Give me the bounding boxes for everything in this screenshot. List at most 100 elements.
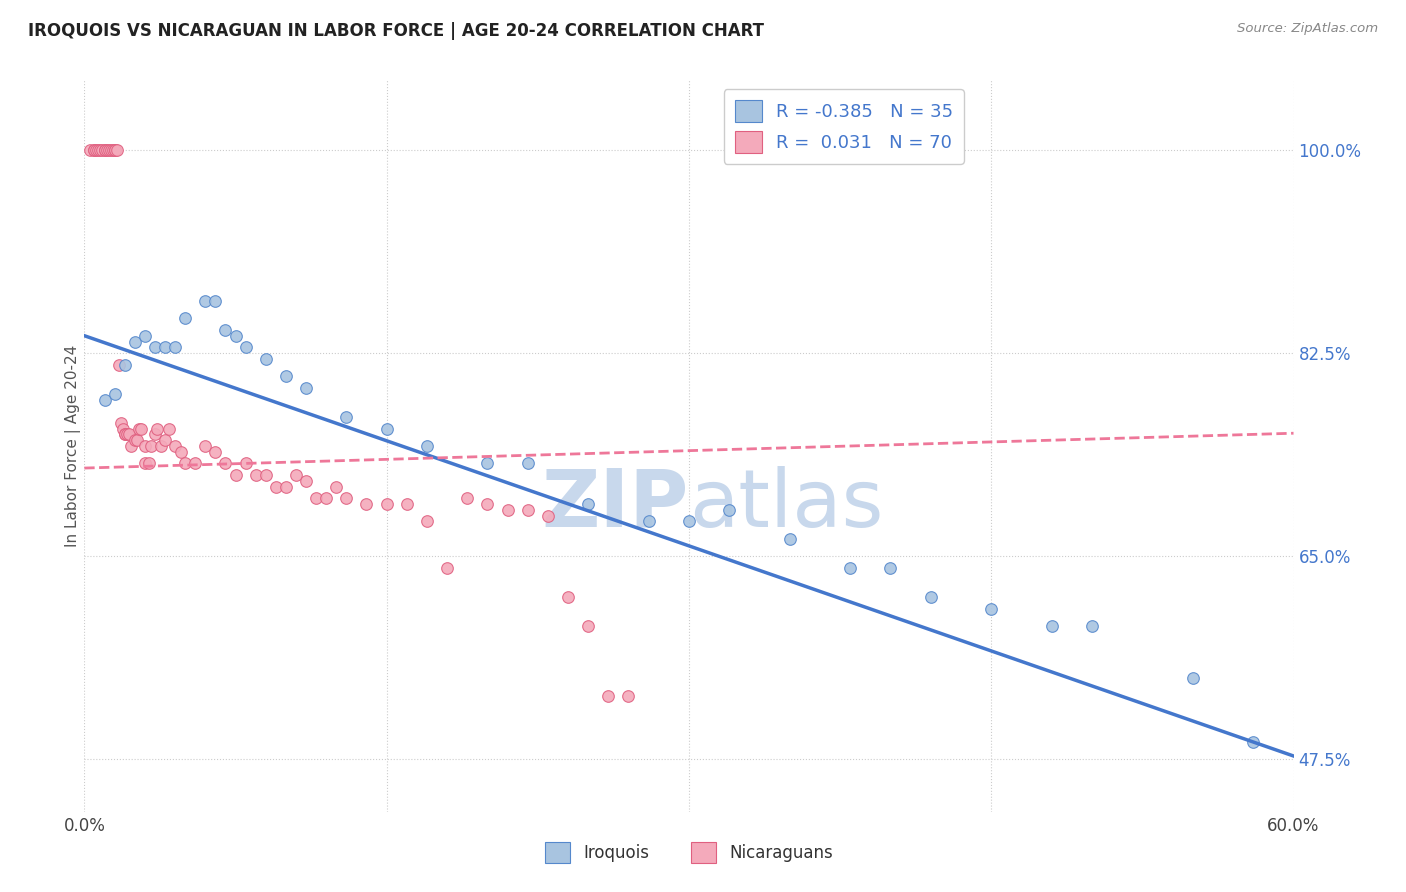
Point [576, 619, 599, 633]
Point [105, 143, 128, 157]
Point [477, 497, 499, 511]
Point [89, 143, 111, 157]
Point [678, 515, 700, 529]
Point [557, 590, 579, 604]
Point [110, 416, 132, 430]
Point [129, 421, 152, 435]
Point [111, 421, 134, 435]
Point [97, 143, 120, 157]
Point [115, 427, 138, 442]
Text: IROQUOIS VS NICARAGUAN IN LABOR FORCE | AGE 20-24 CORRELATION CHART: IROQUOIS VS NICARAGUAN IN LABOR FORCE | … [28, 22, 763, 40]
Point [184, 457, 207, 471]
Point [456, 491, 478, 506]
Point [516, 457, 538, 471]
Point [254, 468, 277, 483]
Point [315, 491, 337, 506]
Legend: Iroquois, Nicaraguans: Iroquois, Nicaraguans [538, 836, 839, 869]
Point [114, 427, 136, 442]
Point [335, 491, 357, 506]
Point [165, 340, 187, 354]
Point [170, 445, 193, 459]
Point [194, 439, 217, 453]
Point [149, 439, 172, 453]
Point [254, 351, 277, 366]
Text: Source: ZipAtlas.com: Source: ZipAtlas.com [1237, 22, 1378, 36]
Point [214, 457, 236, 471]
Point [153, 433, 176, 447]
Point [134, 439, 156, 453]
Point [1040, 619, 1063, 633]
Point [91, 143, 114, 157]
Point [174, 457, 197, 471]
Point [204, 293, 226, 308]
Point [128, 421, 150, 435]
Point [335, 409, 357, 424]
Point [375, 497, 398, 511]
Point [1181, 671, 1204, 685]
Point [139, 439, 162, 453]
Point [134, 328, 156, 343]
Point [204, 445, 226, 459]
Point [718, 503, 741, 517]
Point [214, 323, 236, 337]
Point [416, 515, 439, 529]
Text: atlas: atlas [689, 466, 883, 543]
Point [114, 427, 136, 442]
Point [93, 392, 115, 407]
Point [124, 433, 146, 447]
Point [120, 439, 142, 453]
Point [125, 433, 148, 447]
Point [617, 689, 640, 703]
Point [295, 381, 318, 395]
Point [295, 474, 318, 488]
Point [264, 480, 287, 494]
Point [100, 143, 122, 157]
Point [96, 143, 118, 157]
Point [920, 590, 942, 604]
Point [416, 439, 439, 453]
Point [174, 311, 197, 326]
Point [143, 340, 166, 354]
Point [779, 532, 801, 546]
Point [83, 143, 105, 157]
Point [146, 421, 169, 435]
Point [83, 143, 105, 157]
Point [879, 561, 901, 575]
Point [114, 358, 136, 372]
Point [165, 439, 187, 453]
Point [235, 340, 257, 354]
Point [980, 601, 1002, 615]
Point [87, 143, 110, 157]
Point [516, 503, 538, 517]
Point [104, 386, 127, 401]
Point [104, 143, 127, 157]
Point [1081, 619, 1104, 633]
Point [305, 491, 328, 506]
Point [274, 369, 297, 384]
Point [356, 497, 378, 511]
Point [839, 561, 862, 575]
Point [1241, 735, 1264, 749]
Point [477, 457, 499, 471]
Point [284, 468, 308, 483]
Point [598, 689, 620, 703]
Point [124, 334, 146, 349]
Point [93, 143, 115, 157]
Point [537, 508, 560, 523]
Point [375, 421, 398, 435]
Point [194, 293, 217, 308]
Point [153, 340, 176, 354]
Point [395, 497, 418, 511]
Point [637, 515, 659, 529]
Point [79, 143, 101, 157]
Point [225, 328, 247, 343]
Point [107, 358, 129, 372]
Point [436, 561, 458, 575]
Point [496, 503, 519, 517]
Point [101, 143, 124, 157]
Point [274, 480, 297, 494]
Point [93, 143, 115, 157]
Text: ZIP: ZIP [541, 466, 689, 543]
Point [86, 143, 108, 157]
Point [325, 480, 347, 494]
